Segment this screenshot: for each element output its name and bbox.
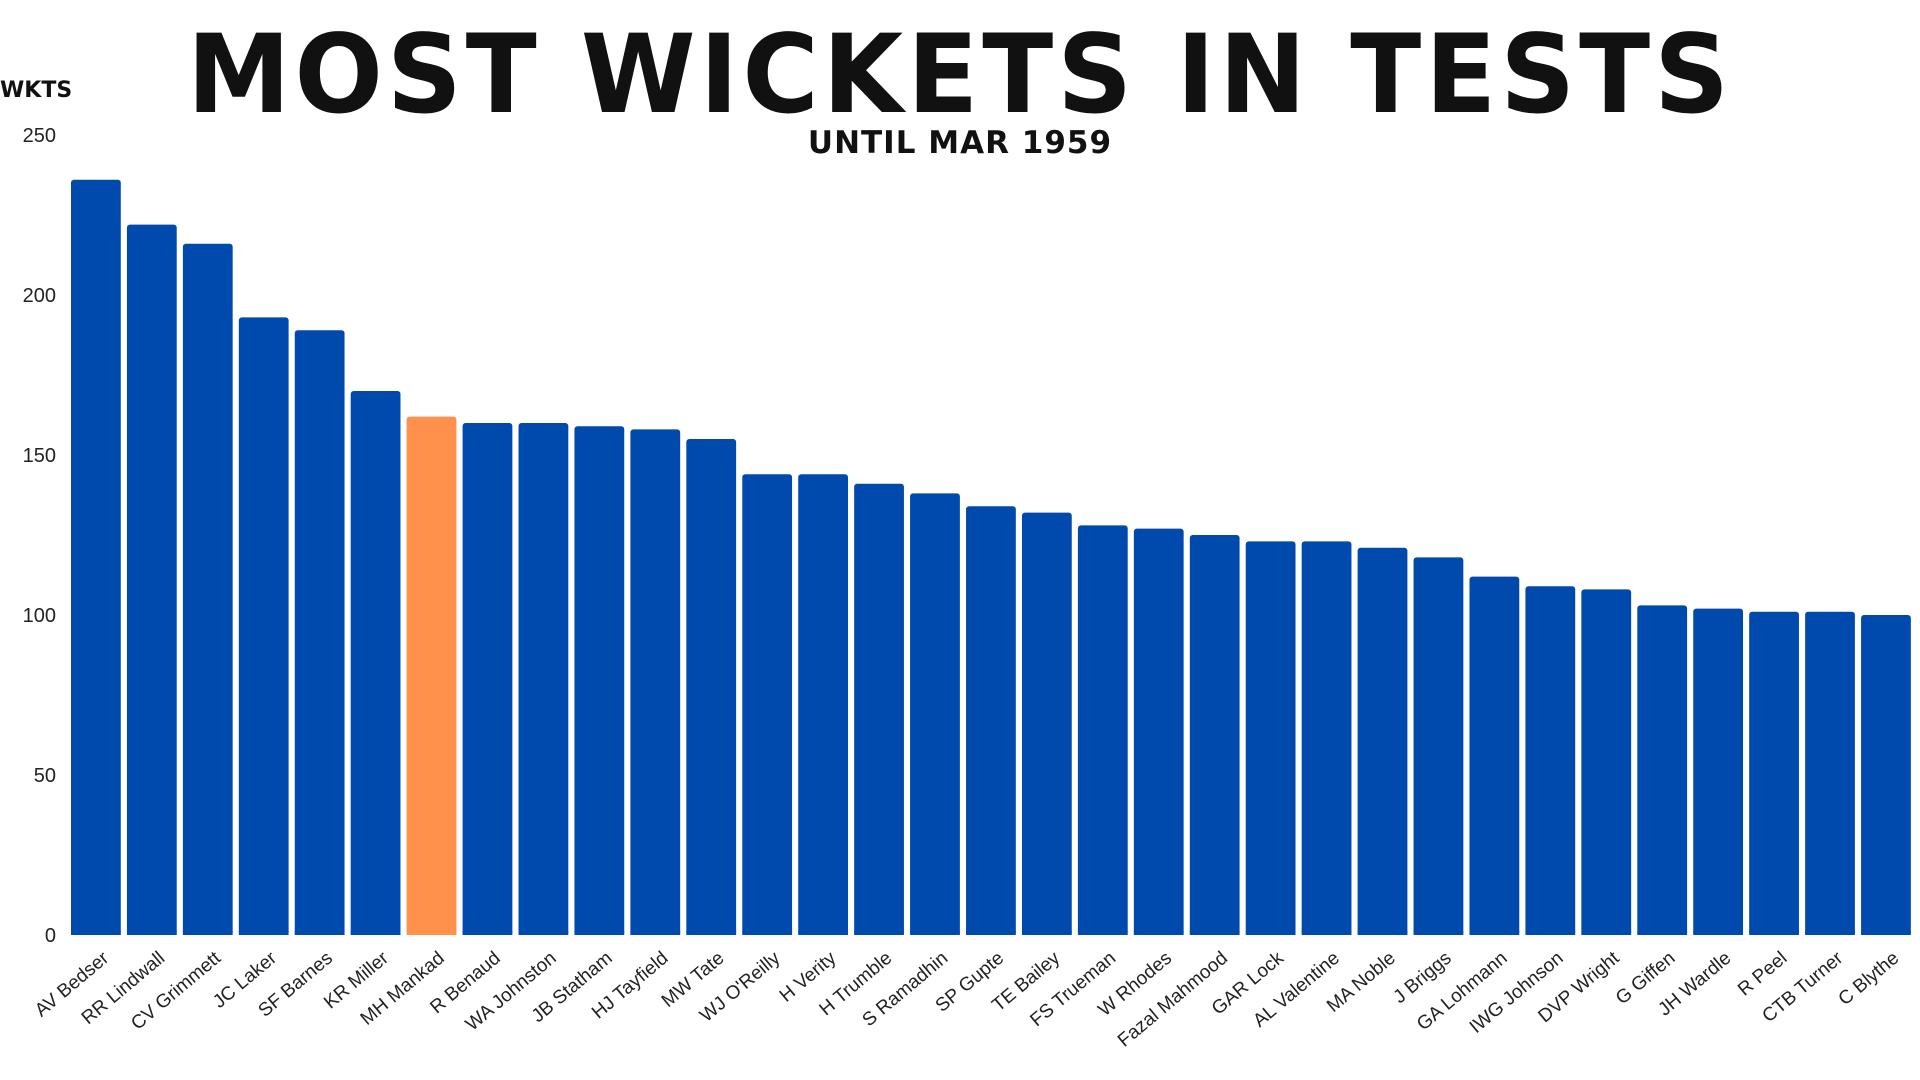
bar-hj-tayfield [630, 429, 681, 935]
bar-wj-o-reilly [742, 474, 793, 935]
bar-base [71, 931, 121, 935]
y-tick-label: 50 [34, 765, 56, 787]
bar-base [1749, 931, 1799, 935]
y-tick-label: 0 [45, 925, 56, 947]
bar-base [1525, 931, 1576, 935]
bar-kr-miller [350, 391, 401, 935]
y-tick-label: 200 [23, 285, 56, 307]
bar-ma-noble [1357, 547, 1408, 935]
bar-base [1021, 931, 1072, 935]
bar-base [1077, 931, 1128, 935]
bar-base [1861, 931, 1911, 935]
bar-jh-wardle [1693, 608, 1744, 935]
bar-base [1581, 931, 1632, 935]
bar-base [182, 931, 233, 935]
bar-base [1637, 931, 1688, 935]
chart-title: MOST WICKETS IN TESTS [186, 9, 1734, 139]
bar-rr-lindwall [126, 224, 177, 936]
bar-mw-tate [686, 439, 737, 935]
bar-base [1301, 931, 1352, 935]
bar-mh-mankad [406, 416, 457, 936]
bar-base [294, 931, 345, 935]
bar-iwg-johnson [1525, 586, 1576, 935]
bar-al-valentine [1301, 541, 1352, 935]
bar-base [1245, 931, 1296, 935]
bar-base [1805, 931, 1855, 935]
bar-ga-lohmann [1469, 576, 1520, 935]
bar-base [126, 931, 177, 935]
bar-jc-laker [238, 317, 289, 935]
bar-base [574, 931, 625, 935]
bar-base [742, 931, 793, 935]
bar-h-verity [798, 474, 848, 935]
bar-base [854, 931, 904, 935]
bar-base [1693, 931, 1744, 935]
bar-base [1357, 931, 1408, 935]
bar-sf-barnes [294, 330, 345, 935]
y-axis-label: WKTS [0, 78, 73, 103]
bar-wa-johnston [518, 423, 569, 935]
bar-s-ramadhin [910, 493, 960, 935]
y-tick-label: 250 [23, 125, 56, 147]
bar-dvp-wright [1581, 589, 1632, 935]
bar-base [238, 931, 289, 935]
bar-r-peel [1749, 611, 1799, 935]
bar-base [462, 931, 513, 935]
bar-base [1133, 931, 1184, 935]
bar-fs-trueman [1077, 525, 1128, 935]
chart-subtitle: UNTIL MAR 1959 [807, 125, 1113, 161]
bar-h-trumble [854, 483, 904, 935]
bar-te-bailey [1021, 512, 1072, 935]
y-tick-label: 150 [23, 445, 56, 467]
bar-fazal-mahmood [1189, 535, 1240, 935]
bar-c-blythe [1861, 615, 1911, 935]
bar-base [910, 931, 960, 935]
bar-base [518, 931, 569, 935]
bar-jb-statham [574, 426, 625, 935]
bar-base [1189, 931, 1240, 935]
bar-gar-lock [1245, 541, 1296, 935]
bar-g-giffen [1637, 605, 1688, 935]
bar-base [406, 931, 457, 935]
bar-base [1469, 931, 1520, 935]
bar-cv-grimmett [182, 243, 233, 936]
bar-base [630, 931, 681, 935]
bar-base [966, 931, 1016, 935]
bar-base [686, 931, 737, 935]
bar-base [798, 931, 848, 935]
bar-sp-gupte [966, 506, 1016, 935]
bar-base [1413, 931, 1464, 935]
bar-ctb-turner [1805, 611, 1855, 935]
bar-base [350, 931, 401, 935]
x-tick-label: C Blythe [1835, 948, 1904, 1010]
bar-j-briggs [1413, 557, 1464, 935]
bar-r-benaud [462, 423, 513, 935]
y-tick-label: 100 [23, 605, 56, 627]
bar-av-bedser [71, 179, 121, 936]
bar-w-rhodes [1133, 528, 1184, 935]
